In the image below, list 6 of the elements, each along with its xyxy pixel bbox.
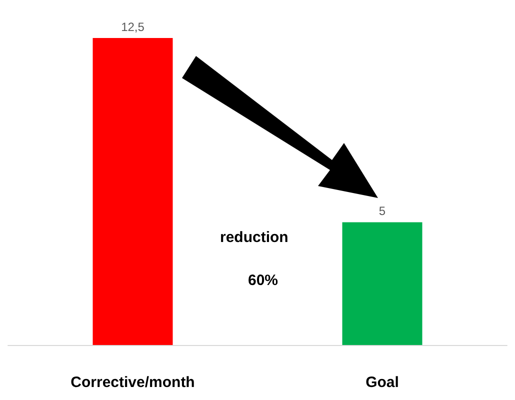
x-tick-label: Corrective/month <box>70 374 195 391</box>
x-tick-label: Goal <box>366 374 399 391</box>
annotation: 60% <box>248 272 278 289</box>
annotation: reduction <box>220 229 288 246</box>
data-label: 5 <box>378 204 386 218</box>
data-label: 12,5 <box>121 20 145 34</box>
